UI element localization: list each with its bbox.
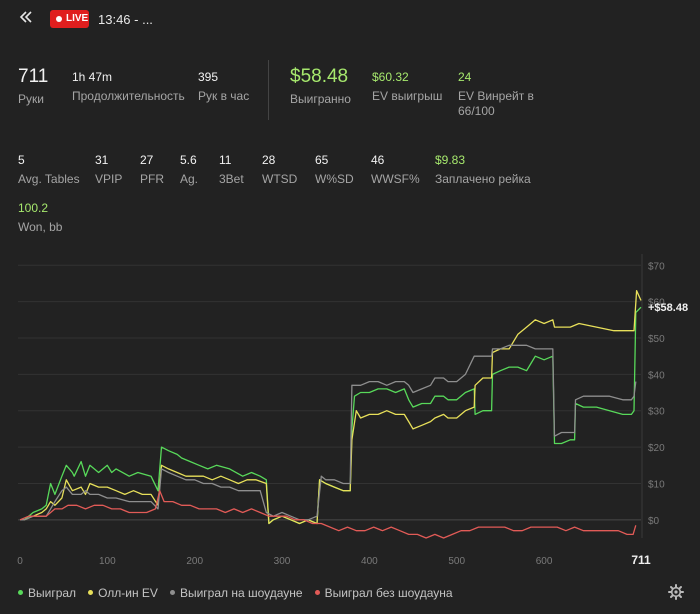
stat-label: WTSD [262, 172, 298, 186]
series-line-won [20, 306, 642, 525]
stat-row2-3: 5.6 Ag. [180, 153, 215, 187]
y-tick-label: $40 [648, 370, 665, 381]
series-line-showdown [20, 344, 637, 521]
gear-icon [668, 584, 684, 600]
live-badge: LIVE [50, 10, 89, 28]
stat-row2-1: 31 VPIP [95, 153, 135, 187]
stat-value: $9.83 [435, 153, 466, 167]
stat-label: Выигранно [290, 92, 351, 106]
x-tick-label: 0 [17, 556, 23, 567]
stat-row2-2: 27 PFR [140, 153, 175, 187]
stat-row2-7: 46 WWSF% [371, 153, 431, 187]
stat-value: 100.2 [18, 201, 49, 215]
back-button[interactable] [18, 9, 34, 25]
legend-item-ev[interactable]: Олл-ин EV [88, 586, 158, 600]
legend-item-won[interactable]: Выиграл [18, 586, 76, 600]
y-tick-label: $20 [648, 443, 665, 454]
stat-label: 3Bet [219, 172, 244, 186]
legend-dot-icon [169, 590, 175, 596]
legend-dot-icon [18, 590, 23, 596]
stat-row2-6: 65 W%SD [315, 153, 365, 187]
stat-label: Продолжительность [72, 89, 185, 103]
x-end-label: 711 [631, 553, 651, 567]
y-tick-label: $50 [648, 334, 665, 345]
session-title: 13:46 - ... [98, 12, 153, 27]
y-tick-label: $30 [648, 407, 665, 418]
legend-dot-icon [88, 590, 94, 596]
stat-value: 65 [315, 153, 329, 167]
stat-row1-4: $60.32 EV выигрыш [372, 70, 452, 104]
double-chevron-left-icon [19, 11, 32, 23]
x-tick-label: 300 [274, 556, 291, 567]
stats-divider [268, 60, 269, 120]
end-value-label: +$58.48 [648, 302, 688, 314]
stat-value: 395 [198, 70, 219, 84]
live-label: LIVE [66, 13, 89, 24]
stat-value: 11 [219, 153, 232, 167]
stat-label: WWSF% [371, 172, 420, 186]
legend-item-nonshowdown[interactable]: Выиграл без шоудауна [314, 586, 453, 600]
settings-button[interactable] [668, 584, 684, 600]
legend-label: Выиграл без шоудауна [324, 586, 453, 600]
stat-value: 46 [371, 153, 385, 167]
legend-label: Выиграл [28, 586, 77, 600]
stat-value: 28 [262, 153, 276, 167]
y-tick-label: $70 [648, 261, 665, 272]
stat-label: EV Винрейт в 66/100 [458, 89, 534, 118]
stat-row1-3: $58.48 Выигранно [290, 66, 370, 107]
stat-label: W%SD [315, 172, 354, 186]
x-tick-label: 400 [361, 556, 378, 567]
stat-value: 24 [458, 70, 472, 84]
stat-row2-5: 28 WTSD [262, 153, 307, 187]
stat-label: EV выигрыш [372, 89, 443, 103]
legend-item-showdown[interactable]: Выиграл на шоудауне [169, 586, 303, 600]
stat-value: 31 [95, 153, 109, 167]
stat-row2-4: 11 3Bet [219, 153, 259, 187]
stat-row1-0: 711 Руки [18, 66, 68, 107]
y-tick-label: $10 [648, 479, 665, 490]
stat-value: 27 [140, 153, 154, 167]
series-line-ev [20, 290, 642, 525]
stat-label: Avg. Tables [18, 172, 80, 186]
stat-label: Рук в час [198, 89, 250, 103]
profit-chart: $0 $10 $20 $30 $40 $50 $60 $70 0 100 200 300 400 500 6… [17, 254, 688, 567]
stat-value: 5 [18, 153, 25, 167]
stat-value: 5.6 [180, 153, 197, 167]
stat-label: Won, bb [18, 220, 63, 234]
header: LIVE 13:46 - ... [0, 0, 700, 40]
stat-label: VPIP [95, 172, 123, 186]
chart-legend: Выиграл Олл-ин EV Выиграл на шоудауне Выигр… [18, 586, 465, 600]
legend-dot-icon [314, 590, 320, 596]
legend-label: Олл-ин EV [98, 586, 158, 600]
x-tick-label: 500 [448, 556, 465, 567]
stat-value: 711 [18, 66, 49, 87]
live-dot-icon [56, 16, 62, 22]
stat-row1-2: 395 Рук в час [198, 70, 268, 104]
x-tick-label: 600 [536, 556, 553, 567]
stat-row1-5: 24 EV Винрейт в 66/100 [458, 70, 538, 119]
stat-row2-8: $9.83 Заплачено рейка [435, 153, 545, 187]
series-line-nonshowdown [19, 490, 637, 539]
stat-label: Руки [18, 92, 44, 106]
stat-label: PFR [140, 172, 164, 186]
stat-row1-1: 1h 47m Продолжительность [72, 70, 192, 104]
y-tick-label: $60 [648, 298, 665, 309]
stat-value: $60.32 [372, 70, 409, 84]
stat-label: Ag. [180, 172, 199, 186]
stat-label: Заплачено рейка [435, 172, 531, 186]
stat-value: 1h 47m [72, 70, 113, 84]
x-tick-label: 200 [186, 556, 203, 567]
legend-label: Выиграл на шоудауне [179, 586, 303, 600]
stat-row2-0: 5 Avg. Tables [18, 153, 93, 187]
stat-value: $58.48 [290, 66, 349, 87]
stat-row3-0: 100.2 Won, bb [18, 201, 98, 235]
y-tick-label: $0 [648, 516, 660, 527]
x-tick-label: 100 [99, 556, 116, 567]
